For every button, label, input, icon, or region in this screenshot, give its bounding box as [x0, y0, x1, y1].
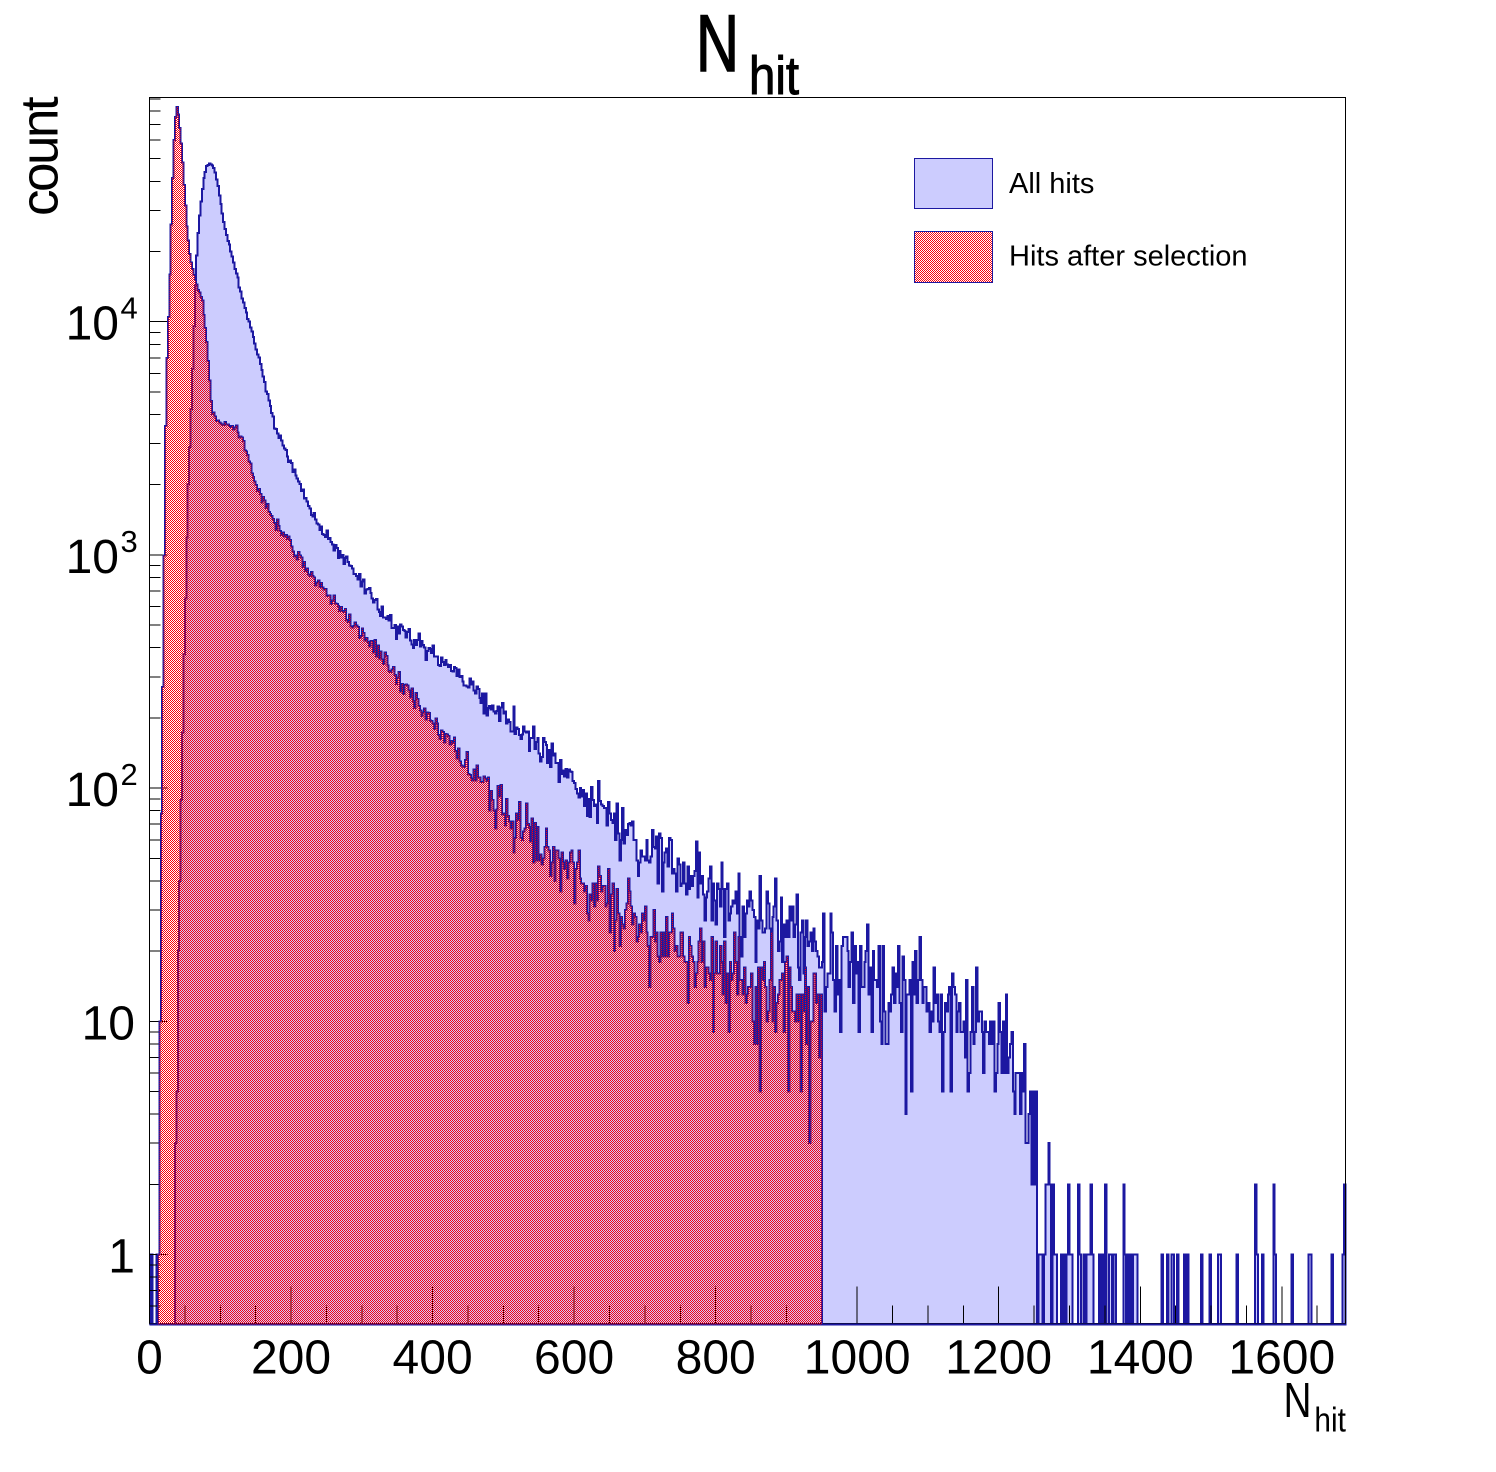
svg-text:800: 800 [676, 1332, 756, 1385]
svg-text:2: 2 [121, 757, 138, 792]
svg-text:All hits: All hits [1009, 168, 1094, 200]
svg-text:1: 1 [108, 1231, 135, 1284]
svg-text:1400: 1400 [1087, 1332, 1194, 1385]
svg-text:600: 600 [534, 1332, 614, 1385]
svg-text:10: 10 [66, 764, 119, 817]
svg-text:1000: 1000 [804, 1332, 911, 1385]
svg-text:hit: hit [1314, 1402, 1346, 1440]
svg-text:N: N [696, 0, 739, 89]
svg-text:200: 200 [251, 1332, 331, 1385]
svg-text:hit: hit [749, 46, 799, 106]
svg-text:1200: 1200 [945, 1332, 1052, 1385]
svg-text:N: N [1284, 1374, 1312, 1428]
svg-text:400: 400 [393, 1332, 473, 1385]
svg-text:1600: 1600 [1228, 1332, 1335, 1385]
svg-text:3: 3 [121, 524, 138, 559]
svg-text:Hits after selection: Hits after selection [1009, 241, 1248, 273]
svg-text:4: 4 [121, 291, 138, 326]
svg-text:10: 10 [82, 997, 135, 1050]
svg-text:10: 10 [66, 298, 119, 351]
svg-text:count: count [11, 96, 70, 216]
svg-text:10: 10 [66, 531, 119, 584]
svg-text:0: 0 [136, 1332, 163, 1385]
